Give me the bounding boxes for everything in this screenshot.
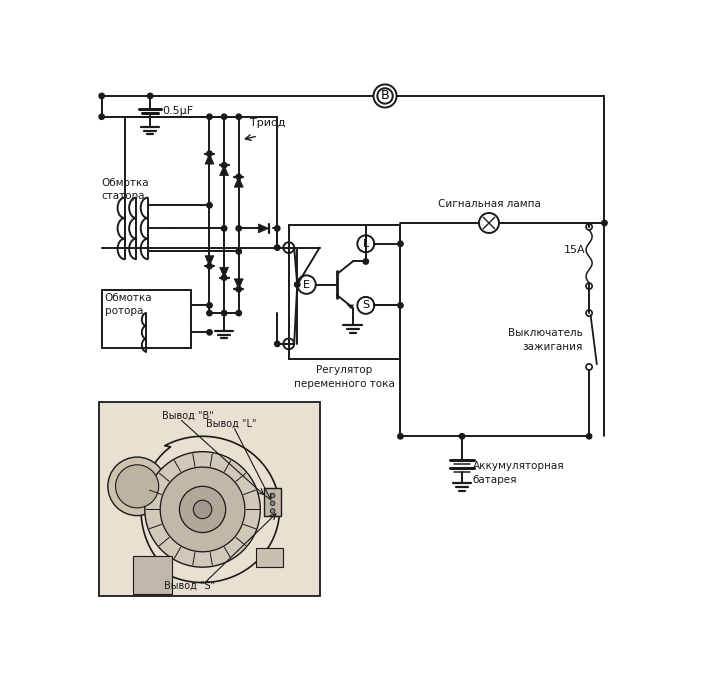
Circle shape: [207, 311, 212, 316]
Circle shape: [221, 114, 227, 120]
Circle shape: [194, 500, 212, 518]
Circle shape: [180, 486, 225, 533]
Polygon shape: [347, 304, 355, 309]
Circle shape: [115, 464, 159, 508]
Circle shape: [236, 249, 241, 254]
Text: Вывод "B": Вывод "B": [162, 411, 213, 421]
Circle shape: [160, 467, 245, 552]
Circle shape: [99, 114, 104, 120]
Circle shape: [207, 151, 212, 157]
Circle shape: [221, 275, 227, 280]
Polygon shape: [205, 154, 214, 164]
Circle shape: [236, 114, 241, 120]
Circle shape: [270, 501, 275, 505]
Circle shape: [398, 241, 403, 246]
Circle shape: [270, 493, 275, 498]
Text: Аккумуляторная
батарея: Аккумуляторная батарея: [473, 461, 565, 485]
Circle shape: [270, 509, 275, 513]
Bar: [257, 548, 283, 567]
Circle shape: [587, 434, 592, 439]
Text: Вывод "L": Вывод "L": [207, 419, 257, 429]
Text: 0.5μF: 0.5μF: [162, 105, 194, 116]
Bar: [264, 488, 281, 516]
Text: 15A: 15A: [563, 245, 585, 255]
Text: Сигнальная лампа: Сигнальная лампа: [438, 199, 540, 209]
Bar: [99, 402, 320, 596]
Circle shape: [460, 434, 465, 439]
Polygon shape: [234, 176, 244, 187]
Polygon shape: [258, 224, 269, 233]
Text: B: B: [381, 90, 389, 103]
Polygon shape: [205, 256, 214, 266]
Text: Вывод "S": Вывод "S": [164, 580, 215, 590]
Circle shape: [207, 303, 212, 308]
Circle shape: [207, 263, 212, 269]
Circle shape: [207, 114, 212, 120]
Polygon shape: [220, 166, 228, 176]
Text: Выключатель
зажигания: Выключатель зажигания: [508, 328, 583, 352]
Circle shape: [363, 259, 368, 264]
Circle shape: [99, 93, 104, 98]
Circle shape: [147, 93, 153, 98]
Circle shape: [294, 282, 300, 287]
Text: Обмотка
статора: Обмотка статора: [102, 179, 149, 201]
Circle shape: [602, 220, 607, 226]
Circle shape: [207, 330, 212, 335]
Circle shape: [221, 163, 227, 168]
Circle shape: [108, 457, 166, 516]
Circle shape: [236, 226, 241, 231]
Bar: [102, 290, 191, 347]
Text: Обмотка
ротора: Обмотка ротора: [104, 293, 152, 316]
Circle shape: [275, 245, 280, 250]
Polygon shape: [234, 279, 244, 289]
Circle shape: [145, 451, 260, 567]
Circle shape: [236, 287, 241, 292]
Text: E: E: [303, 280, 310, 289]
Circle shape: [275, 226, 280, 231]
Polygon shape: [220, 267, 228, 278]
Text: Триод: Триод: [250, 118, 286, 129]
Circle shape: [236, 174, 241, 179]
Circle shape: [275, 341, 280, 347]
Circle shape: [207, 202, 212, 208]
Circle shape: [236, 311, 241, 316]
Bar: [289, 224, 400, 359]
Circle shape: [398, 434, 403, 439]
Text: S: S: [362, 300, 369, 311]
Text: L: L: [362, 239, 369, 249]
Text: Регулятор
переменного тока: Регулятор переменного тока: [294, 365, 395, 389]
Circle shape: [398, 303, 403, 308]
Circle shape: [221, 311, 227, 316]
Circle shape: [221, 226, 227, 231]
Bar: [133, 555, 172, 594]
